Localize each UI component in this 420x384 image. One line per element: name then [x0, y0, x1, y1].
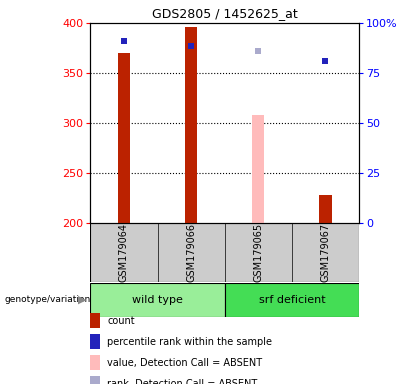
Bar: [90, 283, 225, 317]
Text: GSM179065: GSM179065: [253, 223, 263, 282]
Title: GDS2805 / 1452625_at: GDS2805 / 1452625_at: [152, 7, 298, 20]
Text: value, Detection Call = ABSENT: value, Detection Call = ABSENT: [107, 358, 262, 368]
Text: GSM179064: GSM179064: [119, 223, 129, 282]
Text: GSM179067: GSM179067: [320, 223, 331, 282]
Bar: [225, 283, 359, 317]
Bar: [252, 115, 264, 223]
Text: count: count: [107, 316, 135, 326]
Text: srf deficient: srf deficient: [259, 295, 325, 305]
Bar: [118, 53, 130, 223]
Text: percentile rank within the sample: percentile rank within the sample: [107, 337, 272, 347]
Text: GSM179066: GSM179066: [186, 223, 196, 282]
Bar: [185, 27, 197, 223]
Text: rank, Detection Call = ABSENT: rank, Detection Call = ABSENT: [107, 379, 257, 384]
Text: wild type: wild type: [132, 295, 183, 305]
Bar: [320, 195, 331, 223]
Text: ▶: ▶: [78, 295, 86, 305]
Text: genotype/variation: genotype/variation: [4, 295, 90, 305]
